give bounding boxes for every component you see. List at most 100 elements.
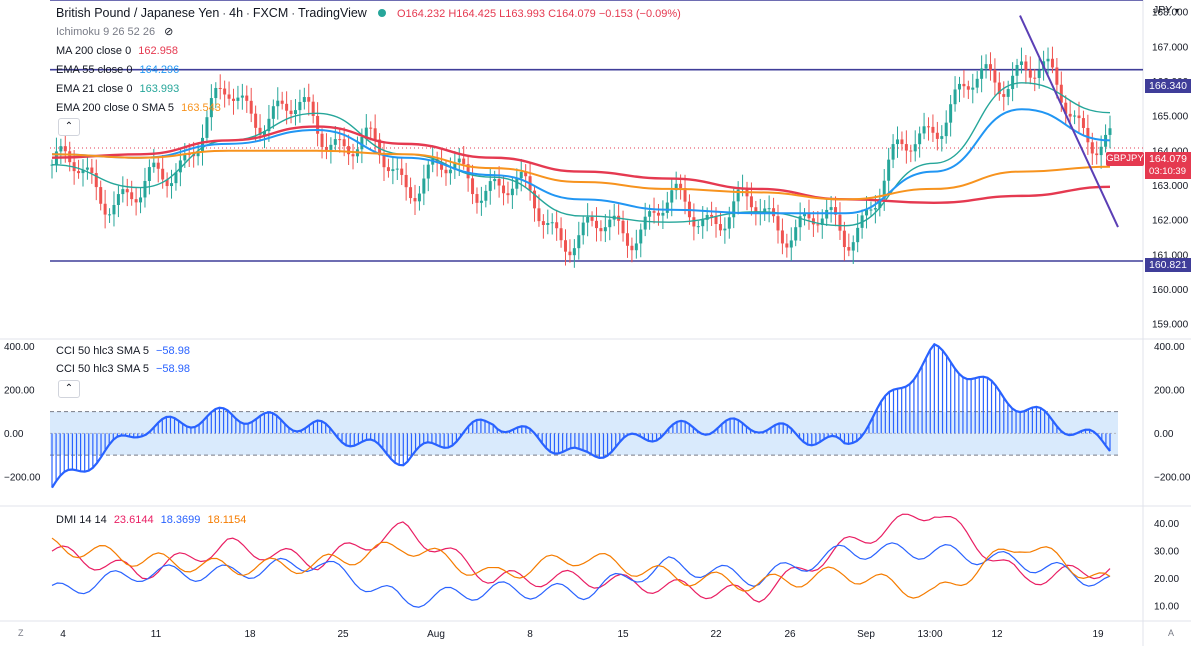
cci-axis-tick-left: −200.00 [4,472,41,483]
currency-label[interactable]: JPY ▾ [1153,4,1179,16]
candle-body [245,95,249,101]
legend-ema21[interactable]: EMA 21 close 0 163.993 [56,82,179,96]
candle-body [1055,67,1059,85]
candle-body [364,127,368,137]
candle-body [887,159,891,181]
candle-body [727,217,731,229]
candle-body [426,164,430,179]
candle-body [178,160,182,173]
candle-body [510,188,514,196]
candle-body [878,198,882,209]
legend-cci-2[interactable]: CCI 50 hlc3 SMA 5 −58.98 [56,362,190,376]
candle-body [776,216,780,231]
candle-body [670,190,674,203]
candle-body [506,193,510,196]
level-tag-bottom[interactable]: 160.821 [1145,258,1191,272]
candle-body [865,209,869,216]
candle-body [568,251,572,256]
price-axis-tick: 165.000 [1152,112,1189,123]
candle-body [971,87,975,90]
legend-ichimoku[interactable]: Ichimoku 9 26 52 26 ⊘ [56,25,173,39]
ichimoku-label: Ichimoku 9 26 52 26 [56,26,156,38]
legend-dmi[interactable]: DMI 14 14 23.6144 18.3699 18.1154 [56,513,246,527]
last-price-tag: 164.079 [1145,152,1191,166]
candle-body [696,226,700,228]
candle-body [975,78,979,88]
collapse-cci-legend-button[interactable]: ⌃ [58,380,80,398]
candle-body [369,127,373,129]
candle-body [400,168,404,175]
candle-body [223,88,227,95]
cci-value: −58.98 [156,363,190,375]
price-pane[interactable] [50,0,1143,268]
ma200-line [51,125,1111,205]
candle-body [209,98,213,118]
collapse-legend-button[interactable]: ⌃ [58,118,80,136]
interval[interactable]: 4h [229,6,244,20]
candle-body [342,139,346,147]
candle-body [922,126,926,134]
level-tag-top[interactable]: 166.340 [1145,79,1191,93]
cci-pane[interactable] [50,342,1118,489]
time-axis-label: 11 [151,629,162,640]
candle-body [754,207,758,214]
candle-body [780,230,784,244]
candle-body [409,187,413,199]
candle-body [1059,84,1063,103]
candle-body [440,162,444,170]
candle-body [918,133,922,145]
cci-line [51,342,1111,489]
cci-axis-tick: 400.00 [1154,342,1185,353]
candle-body [360,136,364,150]
zoom-icon[interactable]: Z [18,628,24,638]
candle-body [927,126,931,128]
candle-body [422,178,426,194]
ma200-value: 162.958 [138,45,179,57]
dmi-axis-tick: 10.00 [1154,602,1179,613]
market-status-icon [377,9,386,17]
ohlc-low: L163.993 [499,8,546,20]
candle-body [471,178,475,195]
candle-body [1090,142,1094,154]
candle-body [285,103,289,111]
dmi-axis-tick: 30.00 [1154,547,1179,558]
legend-ema200[interactable]: EMA 200 close 0 SMA 5 163.543 [56,101,221,115]
eye-hidden-icon[interactable]: ⊘ [164,26,174,38]
candle-body [524,171,528,177]
candle-body [1095,153,1099,156]
dmi-axis-tick: 40.00 [1154,519,1179,530]
candle-body [572,248,576,256]
candle-body [121,189,125,195]
candle-body [395,168,399,170]
auto-scale-icon[interactable]: A [1168,628,1175,638]
dmi-axis-tick: 20.00 [1154,574,1179,585]
dmi-pane[interactable] [51,513,1111,608]
legend-ema55[interactable]: EMA 55 close 0 164.296 [56,63,179,77]
cci-axis-tick-left: 0.00 [4,429,24,440]
candle-body [267,118,271,132]
time-axis-label: 8 [527,629,533,640]
candle-body [479,200,483,203]
candle-body [834,207,838,215]
ma200-label: MA 200 close 0 [56,45,132,57]
price-axis-tick: 159.000 [1152,320,1189,331]
candle-body [417,193,421,202]
candle-body [351,154,355,157]
candle-body [329,144,333,150]
candle-body [174,172,178,184]
cci-axis-tick-left: 400.00 [4,342,35,353]
legend-ma200[interactable]: MA 200 close 0 162.958 [56,44,178,58]
legend-cci-1[interactable]: CCI 50 hlc3 SMA 5 −58.98 [56,344,190,358]
candle-body [820,218,824,225]
candle-body [320,133,324,147]
symbol-name[interactable]: British Pound / Japanese Yen [56,6,220,20]
candle-body [139,197,143,203]
adx-line [51,537,1111,599]
candle-body [940,136,944,139]
candle-body [785,243,789,248]
candle-body [391,169,395,172]
candle-body [550,222,554,224]
candle-body [789,240,793,248]
candle-body [444,169,448,174]
